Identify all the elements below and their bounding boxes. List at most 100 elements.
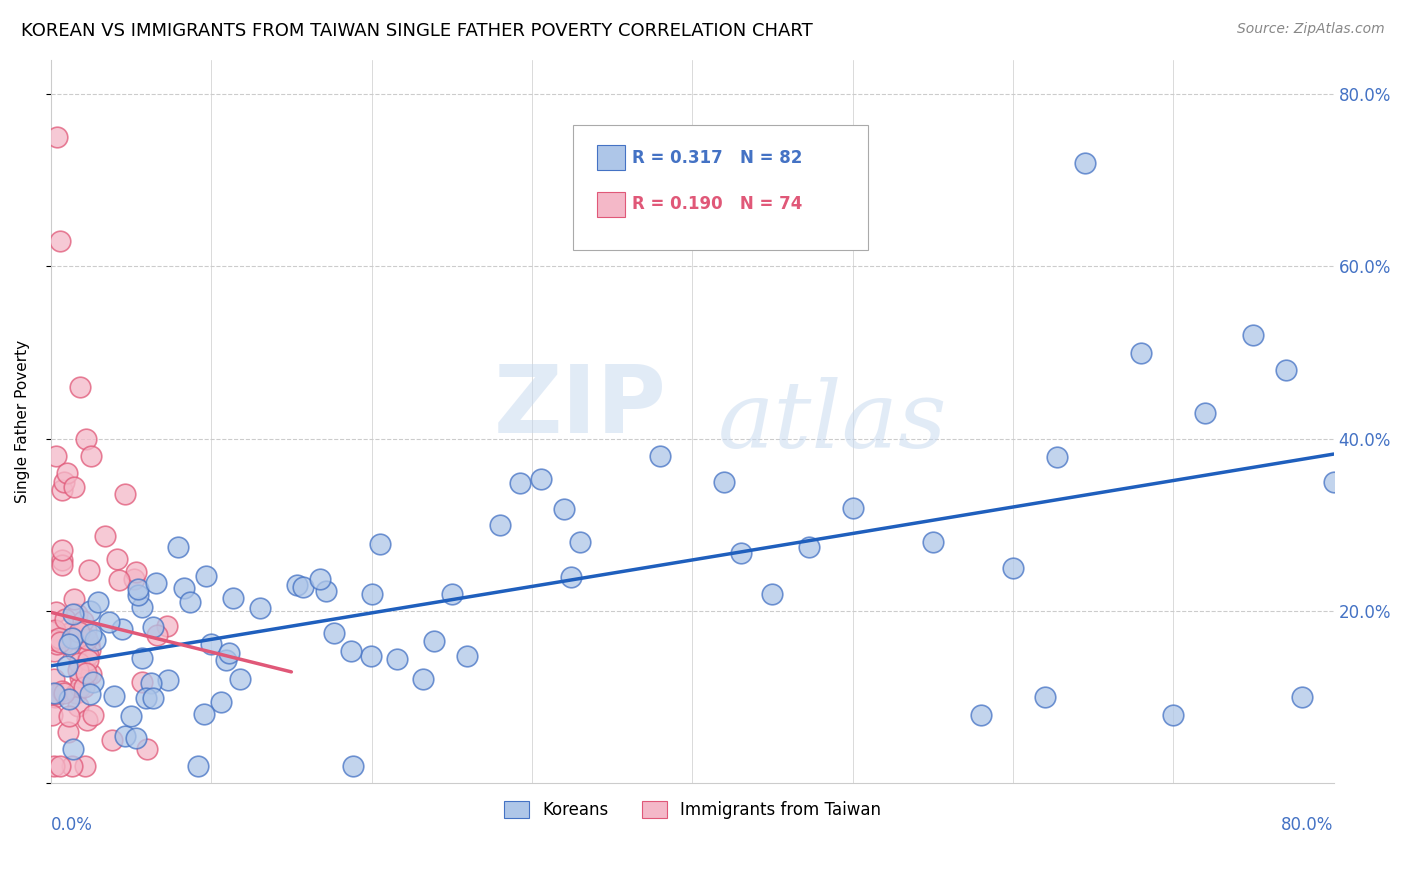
Point (72, 614, 94, 628)
Point (52, 475, 75, 489)
Point (249, 600, 271, 615)
Legend: Koreans, Immigrants from Taiwan: Koreans, Immigrants from Taiwan (496, 795, 887, 826)
Point (167, 540, 190, 554)
Point (440, 587, 463, 601)
Point (797, 541, 820, 555)
Point (63, 480, 86, 494)
Point (423, 634, 446, 648)
Point (1194, 406, 1216, 420)
Point (125, 565, 148, 579)
Point (49, 234, 72, 248)
Point (80, 449, 103, 463)
Point (42, 672, 65, 686)
Point (67, 663, 90, 677)
Point (67, 625, 90, 640)
Point (77, 563, 100, 577)
Point (42, 632, 65, 647)
Point (75, 432, 97, 446)
Point (83, 633, 105, 648)
Point (360, 587, 382, 601)
Point (65, 644, 87, 658)
Point (53, 686, 76, 700)
Point (65, 686, 87, 700)
Point (136, 742, 159, 756)
Point (80, 666, 103, 681)
Point (970, 707, 993, 722)
Point (100, 733, 122, 747)
Point (713, 475, 735, 489)
Point (156, 619, 179, 633)
Point (82, 708, 104, 723)
Point (193, 706, 215, 721)
Point (63, 591, 86, 606)
Point (387, 652, 409, 666)
Point (44, 690, 66, 705)
Point (60, 631, 83, 645)
Point (125, 731, 148, 745)
Point (51, 483, 73, 498)
Point (44, 759, 66, 773)
Point (142, 690, 165, 705)
Point (145, 576, 167, 591)
Point (98, 615, 121, 630)
Point (44, 687, 66, 701)
Point (1033, 690, 1056, 705)
Point (51, 553, 73, 567)
Point (200, 637, 222, 651)
Point (58, 691, 80, 706)
Point (69, 680, 91, 694)
Point (921, 535, 943, 549)
Y-axis label: Single Father Poverty: Single Father Poverty (15, 340, 30, 503)
Point (77, 637, 100, 651)
Point (309, 572, 332, 586)
Point (82, 674, 104, 689)
Point (41, 708, 63, 723)
Point (58, 625, 80, 640)
Point (194, 569, 217, 583)
Point (146, 628, 169, 642)
Point (1130, 345, 1153, 359)
Point (142, 620, 165, 634)
Point (342, 759, 364, 773)
Point (73, 759, 96, 773)
Point (1074, 156, 1097, 170)
Point (139, 676, 162, 690)
Point (156, 673, 179, 688)
Text: Source: ZipAtlas.com: Source: ZipAtlas.com (1237, 22, 1385, 37)
Point (1274, 363, 1296, 377)
Point (530, 472, 553, 486)
Point (79, 687, 101, 701)
Point (58, 725, 80, 739)
Point (45, 605, 67, 619)
Point (44, 643, 66, 657)
Point (110, 622, 132, 636)
Point (52, 636, 75, 650)
Point (370, 536, 392, 550)
Point (44, 686, 66, 700)
Point (76, 632, 98, 647)
Point (73, 680, 96, 694)
Point (76, 669, 98, 683)
Point (76, 648, 98, 662)
Point (229, 672, 252, 686)
Point (79, 643, 101, 657)
Point (103, 689, 125, 703)
Point (75, 665, 97, 680)
Point (173, 581, 195, 595)
Point (120, 709, 142, 723)
Point (1001, 561, 1024, 575)
Point (291, 580, 314, 594)
Point (77, 653, 100, 667)
Point (44, 624, 66, 638)
Point (179, 595, 201, 609)
Point (761, 587, 783, 601)
Point (315, 583, 337, 598)
Text: 0.0%: 0.0% (51, 816, 93, 834)
Point (114, 729, 136, 743)
Point (62, 607, 84, 622)
Point (214, 653, 236, 667)
Point (48, 635, 70, 649)
Point (79, 604, 101, 618)
Point (1243, 328, 1265, 343)
Point (131, 599, 153, 614)
